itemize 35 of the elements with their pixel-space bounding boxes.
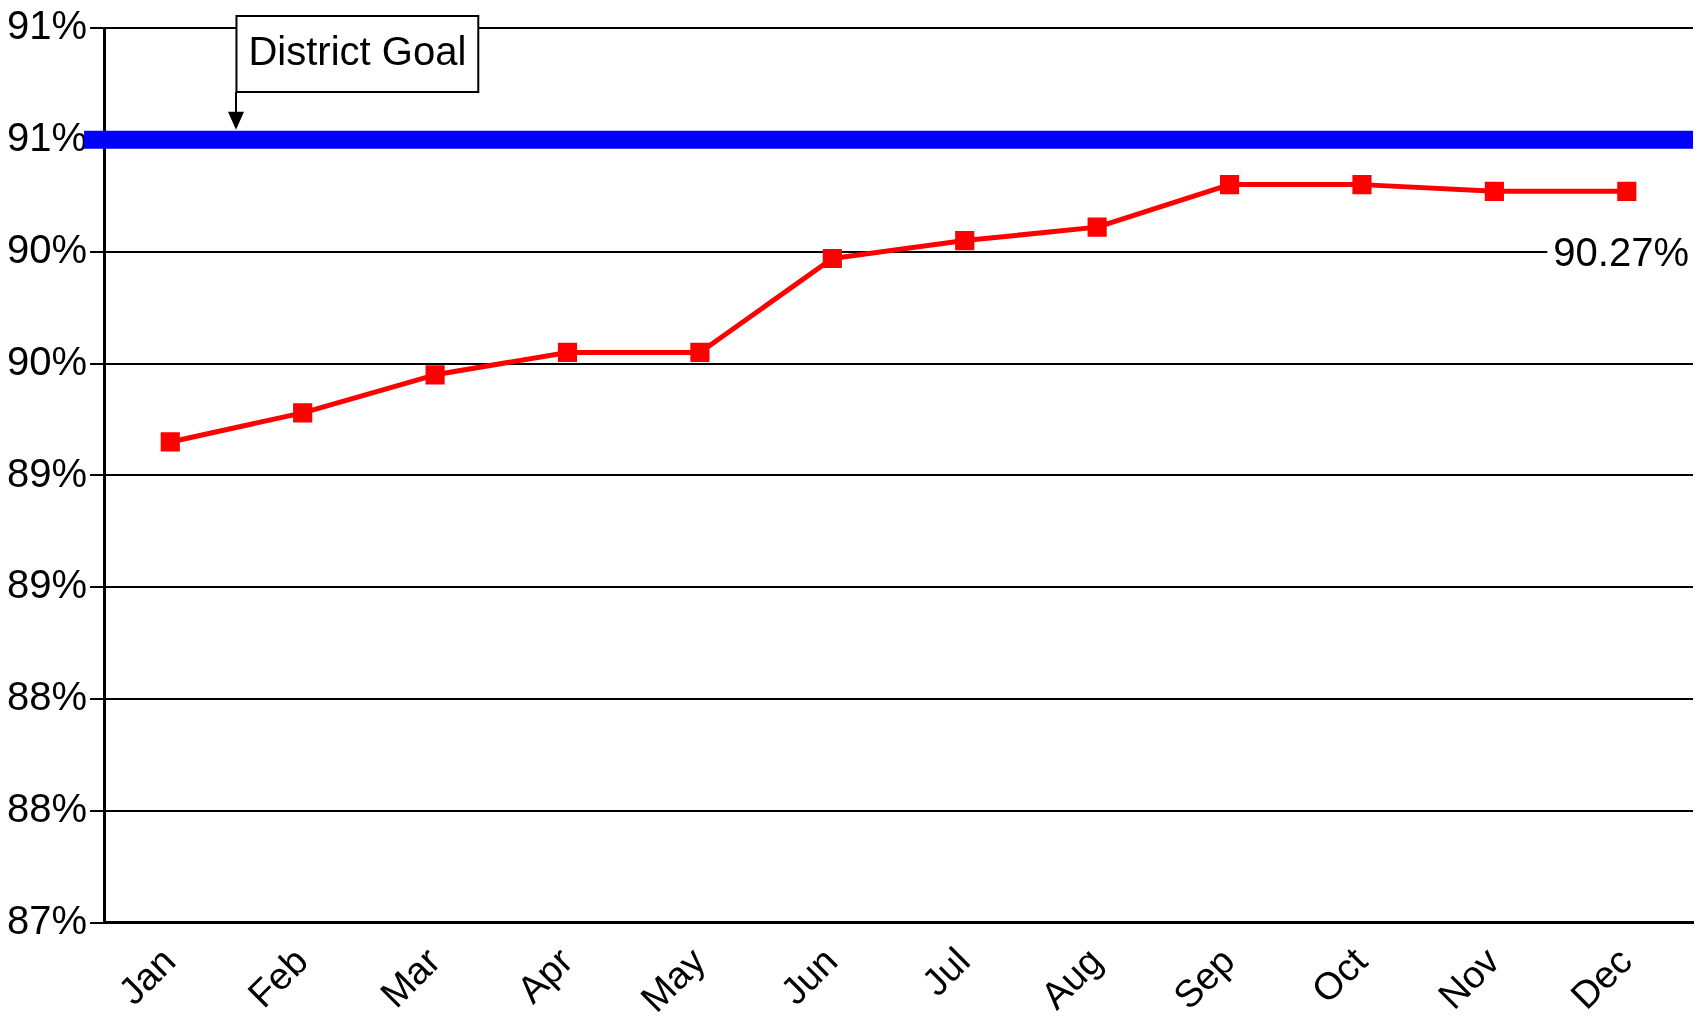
x-tick-label: Sep [1165,939,1243,1017]
point [1352,175,1372,195]
y-tick-label: 87% [7,898,88,943]
point [293,403,313,423]
point [557,342,578,363]
ref-line-label: District Goal [248,29,467,74]
point [1087,217,1107,237]
y-tick-label: 90% [7,338,88,383]
y-tick-label: 91% [7,114,88,159]
x-tick-label: Jul [913,939,978,1004]
point [690,342,710,363]
x-tick-label: Jan [110,939,184,1013]
y-tick-label: 91% [7,3,88,48]
x-tick-label: Jun [772,939,846,1013]
y-tick-label: 90% [7,226,88,271]
x-tick-label: Aug [1032,939,1111,1017]
x-tick-label: Dec [1562,939,1640,1017]
y-tick-label: 88% [7,786,88,831]
data-label: 90.27% [1553,230,1689,275]
point [955,230,975,251]
x-tick-label: Apr [509,939,581,1012]
point [822,248,842,269]
point [425,365,445,385]
x-tick-label: Nov [1429,939,1508,1017]
x-tick-label: Feb [239,939,316,1016]
point [1617,181,1637,201]
x-tick-label: May [632,939,713,1020]
x-tick-label: Oct [1303,939,1376,1011]
y-tick-label: 89% [7,562,88,607]
y-tick-label: 88% [7,674,88,719]
x-tick-label: Mar [372,939,449,1016]
point [1484,181,1504,201]
point [160,432,180,452]
y-tick-label: 89% [7,450,88,495]
point [1219,175,1240,195]
